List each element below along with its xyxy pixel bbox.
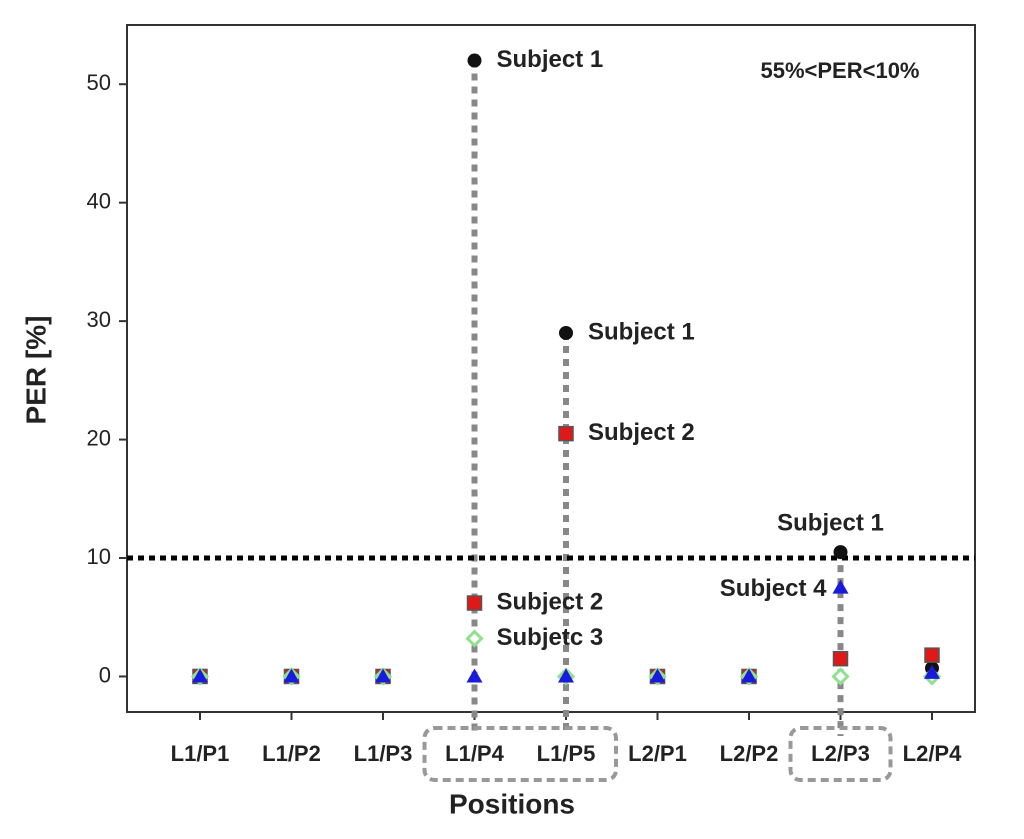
annotation: 55%<PER<10% [761,58,920,83]
x-tick-label: L1/P4 [445,741,504,766]
point [466,668,483,683]
point [467,53,482,68]
y-tick-label: 20 [87,425,111,450]
point [466,595,483,611]
x-tick-label: L2/P2 [720,741,779,766]
y-tick-label: 30 [87,307,111,332]
point-label: Subject 1 [588,318,695,345]
y-tick-label: 0 [99,662,111,687]
point [465,629,484,648]
highlight-box [788,726,893,782]
point [833,545,848,560]
x-tick-label: L2/P3 [811,741,870,766]
y-tick-label: 10 [87,544,111,569]
x-tick-label: L1/P2 [262,741,321,766]
point [375,668,391,683]
y-axis-title: PER [%] [20,316,51,425]
point [559,325,573,340]
point [924,647,940,663]
point-label: Subject 2 [588,419,695,446]
x-axis-title: Positions [449,788,575,819]
x-tick-label: L2/P1 [628,741,687,766]
x-tick-label: L1/P5 [537,741,596,766]
point [924,664,940,679]
point-label: Subject 4 [720,575,827,602]
x-tick-label: L1/P3 [354,741,413,766]
point-label: Subject 1 [497,46,604,73]
point [558,425,574,442]
point [192,668,208,683]
point-label: Subjetc 3 [497,624,604,651]
point [283,668,300,683]
point [832,650,849,667]
y-tick-label: 50 [87,70,111,95]
point [558,668,574,683]
highlight-box [422,726,618,782]
x-tick-label: L2/P4 [903,741,962,766]
point-label: Subject 1 [777,509,884,536]
plot-frame [126,24,976,713]
point [832,579,849,594]
x-tick-label: L1/P1 [171,741,230,766]
point [649,668,666,683]
point [831,667,850,686]
point [741,668,757,683]
y-tick-label: 40 [87,188,111,213]
point-label: Subject 2 [497,588,604,615]
